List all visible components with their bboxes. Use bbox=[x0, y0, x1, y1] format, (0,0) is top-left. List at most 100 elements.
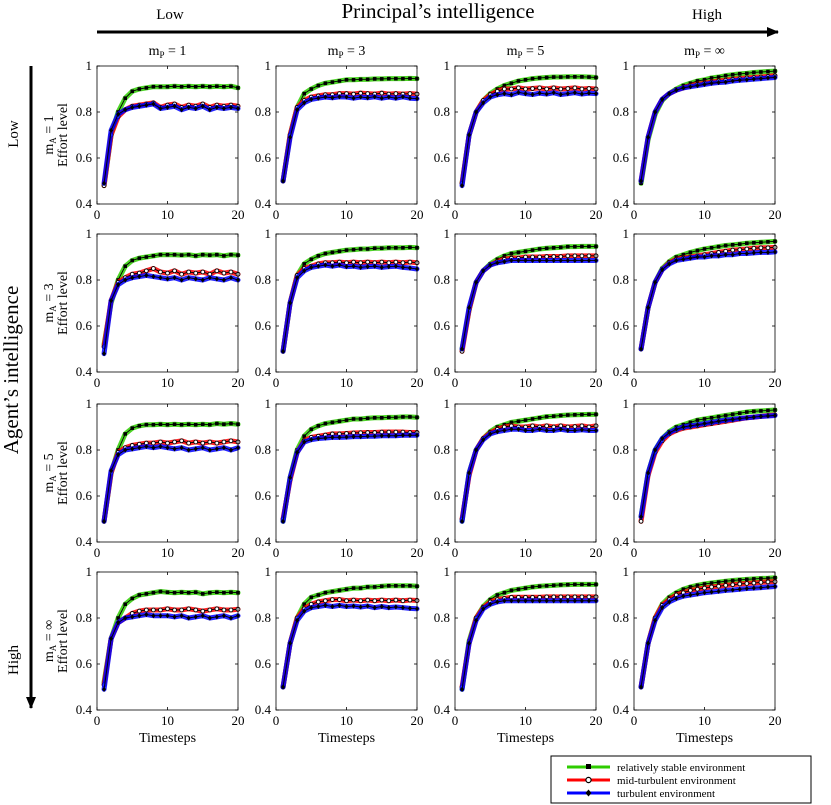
point-stable bbox=[365, 416, 370, 421]
point-stable bbox=[302, 602, 306, 606]
point-stable bbox=[688, 585, 693, 589]
point-stable bbox=[344, 418, 349, 422]
point-turbulent bbox=[674, 595, 679, 602]
point-mid bbox=[400, 260, 406, 266]
point-mid bbox=[709, 584, 714, 590]
point-stable bbox=[172, 84, 177, 89]
point-turbulent bbox=[337, 94, 342, 100]
point-stable bbox=[365, 77, 370, 82]
point-turbulent bbox=[765, 75, 770, 81]
point-mid bbox=[551, 85, 557, 91]
point-stable bbox=[523, 418, 528, 422]
point-stable bbox=[372, 416, 377, 420]
point-mid bbox=[323, 598, 328, 604]
ytick-label: 0.8 bbox=[434, 272, 450, 287]
point-turbulent bbox=[572, 257, 577, 264]
xtick-label: 0 bbox=[631, 713, 638, 728]
point-mid bbox=[716, 583, 721, 589]
point-stable bbox=[193, 254, 198, 258]
point-turbulent bbox=[386, 433, 391, 439]
point-turbulent bbox=[302, 608, 307, 614]
point-turbulent bbox=[379, 95, 384, 101]
point-stable bbox=[766, 240, 770, 244]
point-stable bbox=[530, 585, 535, 589]
xtick-label: 10 bbox=[519, 545, 532, 560]
point-turbulent bbox=[674, 257, 679, 264]
point-turbulent bbox=[351, 263, 356, 269]
plot-frame bbox=[633, 65, 776, 205]
point-stable bbox=[351, 247, 356, 252]
point-stable bbox=[587, 244, 591, 249]
point-turbulent bbox=[372, 263, 377, 269]
point-turbulent bbox=[302, 439, 307, 445]
point-stable bbox=[309, 87, 314, 91]
point-stable bbox=[688, 420, 693, 425]
xlabel: Timesteps bbox=[139, 731, 196, 746]
point-turbulent bbox=[179, 107, 184, 113]
point-mid bbox=[172, 268, 177, 274]
point-stable bbox=[222, 254, 226, 258]
point-mid bbox=[509, 86, 514, 92]
point-turbulent bbox=[565, 427, 570, 434]
point-turbulent bbox=[130, 446, 135, 452]
point-stable bbox=[759, 576, 763, 581]
point-stable bbox=[580, 75, 584, 79]
ytick-label: 0.4 bbox=[613, 364, 630, 379]
point-turbulent bbox=[751, 414, 756, 420]
xtick-label: 20 bbox=[769, 545, 782, 560]
ytick-label: 0.8 bbox=[76, 610, 92, 625]
point-mid bbox=[544, 423, 549, 429]
ytick-label: 0.8 bbox=[255, 442, 271, 457]
point-turbulent bbox=[309, 437, 314, 443]
xtick-label: 20 bbox=[769, 207, 782, 222]
xtick-label: 0 bbox=[452, 207, 459, 222]
ytick-label: 0.8 bbox=[255, 272, 271, 287]
point-turbulent bbox=[667, 91, 672, 97]
point-stable bbox=[351, 586, 356, 590]
point-turbulent bbox=[372, 94, 377, 100]
point-stable bbox=[530, 417, 535, 421]
point-turbulent bbox=[151, 613, 156, 619]
point-stable bbox=[351, 417, 356, 421]
point-stable bbox=[337, 419, 342, 424]
ylabel-row-1: Effort level bbox=[56, 103, 71, 167]
point-stable bbox=[509, 81, 514, 86]
point-stable bbox=[537, 247, 542, 251]
point-turbulent bbox=[737, 415, 742, 422]
point-turbulent bbox=[586, 598, 591, 604]
point-turbulent bbox=[172, 614, 177, 620]
point-turbulent bbox=[586, 90, 591, 96]
ytick-label: 0.4 bbox=[255, 702, 272, 717]
point-stable bbox=[695, 418, 700, 422]
plot-frame bbox=[275, 571, 418, 711]
ytick-label: 0.6 bbox=[255, 656, 272, 671]
ytick-label: 0.6 bbox=[255, 150, 272, 165]
point-stable bbox=[337, 249, 342, 254]
point-stable bbox=[358, 77, 363, 82]
column-header-2: mP = 3 bbox=[328, 44, 366, 60]
point-turbulent bbox=[758, 249, 763, 255]
point-turbulent bbox=[579, 257, 584, 264]
point-stable bbox=[745, 577, 749, 582]
point-turbulent bbox=[309, 96, 314, 102]
point-mid bbox=[365, 91, 370, 96]
point-stable bbox=[551, 246, 556, 250]
point-mid bbox=[765, 579, 771, 585]
point-turbulent bbox=[551, 90, 556, 96]
xtick-label: 0 bbox=[94, 207, 101, 222]
point-mid bbox=[193, 439, 199, 445]
plot-frame bbox=[275, 403, 418, 543]
point-turbulent bbox=[709, 80, 714, 86]
point-stable bbox=[130, 426, 135, 430]
point-turbulent bbox=[516, 426, 521, 432]
panel-r2-c2: 0.40.60.810 10 20 bbox=[255, 226, 424, 390]
point-stable bbox=[401, 246, 405, 250]
xtick-label: 20 bbox=[590, 375, 603, 390]
point-stable bbox=[387, 415, 391, 420]
point-turbulent bbox=[716, 588, 721, 594]
point-mid bbox=[186, 269, 191, 275]
point-mid bbox=[565, 86, 571, 91]
ylabel-row-2: Effort level bbox=[56, 271, 71, 335]
point-stable bbox=[330, 80, 335, 84]
point-turbulent bbox=[474, 109, 479, 115]
